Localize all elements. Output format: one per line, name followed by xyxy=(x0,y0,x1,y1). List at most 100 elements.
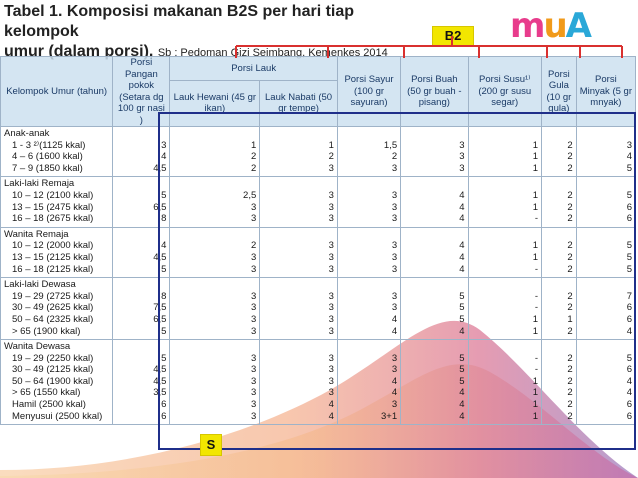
value-buah: 4 xyxy=(459,399,465,411)
value-pangan: 5 xyxy=(161,325,167,337)
value-gula: 2 xyxy=(567,213,573,225)
value-minyak: 6 xyxy=(626,213,632,225)
value-susu: - xyxy=(534,352,539,364)
value-nabati: 3 xyxy=(328,302,334,314)
value-minyak: 3 xyxy=(626,139,632,151)
value-hewani: 3 xyxy=(250,410,257,422)
header-minyak: Porsi Minyak (5 gr mnyak) xyxy=(575,56,637,127)
row-label: 13 – 15 (2125 kkal) xyxy=(12,251,94,263)
value-susu: 1 xyxy=(532,139,539,151)
value-hewani: 1 xyxy=(250,139,257,151)
value-hewani: 3 xyxy=(250,302,257,314)
value-minyak: 6 xyxy=(626,410,632,422)
cell-sayur: 3 3 4 4 3 3+1 xyxy=(336,339,402,426)
value-minyak: 7 xyxy=(626,290,632,302)
value-sayur: 3 xyxy=(391,201,398,213)
value-minyak: 5 xyxy=(626,352,632,364)
value-buah: 3 xyxy=(459,139,465,151)
value-sayur: 3 xyxy=(391,263,398,275)
row-label: 1 - 3 ²⁾(1125 kkal) xyxy=(12,139,86,151)
logo-m: m xyxy=(510,6,545,46)
logo-u: u xyxy=(543,6,567,46)
value-gula: 2 xyxy=(567,139,573,151)
value-minyak: 6 xyxy=(626,313,632,325)
value-sayur: 3 xyxy=(391,213,398,225)
cell-hewani: 2,5 3 3 xyxy=(169,176,261,228)
value-nabati: 3 xyxy=(328,364,334,376)
header-hewani: Lauk Hewani (45 gr ikan) xyxy=(169,79,261,128)
row-label: > 65 (1900 kkal) xyxy=(12,325,81,337)
logo: muA xyxy=(510,6,592,46)
value-nabati: 3 xyxy=(328,387,334,399)
header-pangan: Porsi Pangan pokok (Setara dg 100 gr nas… xyxy=(112,56,171,127)
value-pangan: 3 xyxy=(161,139,167,151)
value-gula: 2 xyxy=(567,251,573,263)
value-hewani: 2 xyxy=(250,162,257,174)
value-susu: 1 xyxy=(532,375,539,387)
page-title: Tabel 1. Komposisi makanan B2S per hari … xyxy=(4,2,424,63)
s-highlight-box xyxy=(158,112,636,450)
value-buah: 4 xyxy=(459,251,465,263)
value-susu: 1 xyxy=(532,240,539,252)
value-buah: 5 xyxy=(459,352,465,364)
group-cell: Anak-anak 1 - 3 ²⁾(1125 kkal) 4 – 6 (1600 … xyxy=(0,125,114,178)
value-hewani: 3 xyxy=(250,399,257,411)
title-line1: Tabel 1. Komposisi makanan B2S per hari … xyxy=(4,3,355,40)
value-sayur: 4 xyxy=(391,325,398,337)
value-buah: 4 xyxy=(459,189,465,201)
value-nabati: 3 xyxy=(328,213,334,225)
value-gula: 2 xyxy=(567,302,573,314)
value-susu: 1 xyxy=(532,151,539,163)
table-row: Laki-laki Dewasa 19 – 29 (2725 kkal) 30 – … xyxy=(0,277,637,341)
value-minyak: 6 xyxy=(626,364,632,376)
group-name: Wanita Remaja xyxy=(4,228,69,240)
value-nabati: 3 xyxy=(328,189,334,201)
value-susu: 1 xyxy=(532,387,539,399)
value-susu: 1 xyxy=(532,162,539,174)
cell-pangan: 5 6,5 8 xyxy=(112,176,171,228)
value-hewani: 3 xyxy=(250,325,257,337)
value-minyak: 5 xyxy=(626,240,632,252)
value-nabati: 3 xyxy=(328,325,334,337)
value-hewani: 3 xyxy=(250,213,257,225)
value-hewani: 3 xyxy=(250,352,257,364)
header-gula: Porsi Gula (10 gr gula) xyxy=(541,56,577,127)
value-nabati: 2 xyxy=(328,151,334,163)
value-susu: - xyxy=(534,302,539,314)
value-buah: 5 xyxy=(459,313,465,325)
value-buah: 4 xyxy=(459,201,465,213)
logo-a: A xyxy=(565,6,592,46)
value-hewani: 3 xyxy=(250,290,257,302)
value-minyak: 4 xyxy=(626,325,632,337)
value-sayur: 3 xyxy=(391,290,398,302)
value-pangan: 4 xyxy=(161,240,167,252)
value-susu: 1 xyxy=(532,313,539,325)
value-susu: - xyxy=(534,263,539,275)
value-buah: 4 xyxy=(459,213,465,225)
value-hewani: 2 xyxy=(250,240,257,252)
header-sayur: Porsi Sayur (100 gr sayuran) xyxy=(336,56,402,127)
value-buah: 3 xyxy=(459,151,465,163)
value-pangan: 6 xyxy=(161,399,167,411)
group-cell: Laki-laki Remaja 10 – 12 (2100 kkal) 13 – … xyxy=(0,176,114,228)
value-nabati: 3 xyxy=(328,352,334,364)
value-pangan: 4 xyxy=(161,151,167,163)
row-label: Hamil (2500 kkal) xyxy=(12,399,86,411)
value-susu: - xyxy=(534,213,539,225)
value-gula: 2 xyxy=(567,151,573,163)
value-minyak: 5 xyxy=(626,189,632,201)
value-gula: 2 xyxy=(567,410,573,422)
group-cell: Wanita Remaja 10 – 12 (2000 kkal) 13 – 15 … xyxy=(0,226,114,279)
value-nabati: 3 xyxy=(328,201,334,213)
value-hewani: 2,5 xyxy=(243,189,257,201)
